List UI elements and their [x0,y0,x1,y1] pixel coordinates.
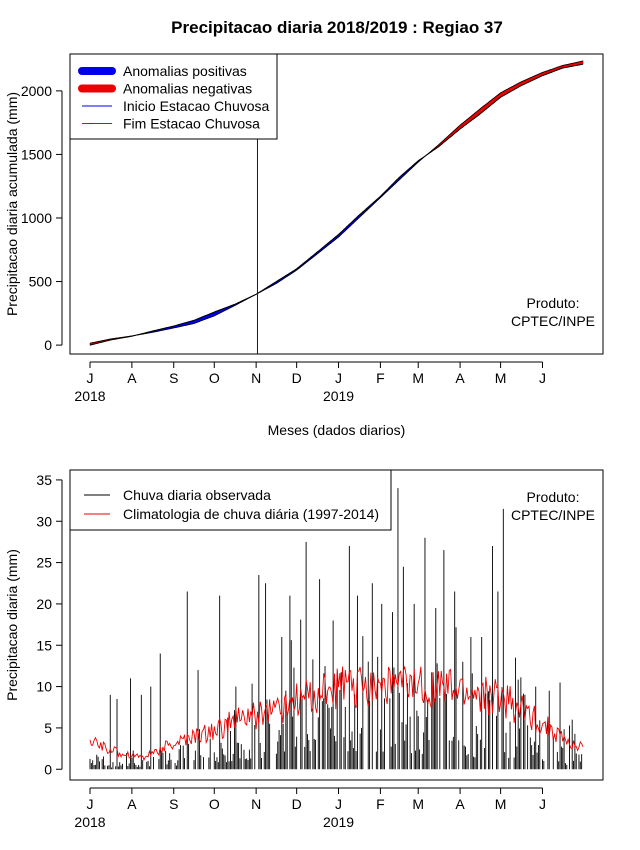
legend-label: Anomalias negativas [123,81,252,97]
p2-y-tick-label: 0 [44,761,52,777]
p2-x-month-label: J [87,796,94,812]
p2-x-year-label: 2019 [323,814,354,830]
p1-plot-frame [69,53,604,355]
p1-x-year-label: 2018 [74,388,105,404]
p2-x-year-label: 2018 [74,814,105,830]
cumulative-legend: Anomalias positivas Anomalias negativasIn… [69,53,278,140]
p2-x-month-label: D [292,796,302,812]
p1-y-tick-label: 1000 [21,210,52,226]
p2-x-month-label: A [127,796,137,812]
legend-label: Anomalias positivas [123,63,247,79]
product-source: CPTEC/INPE [511,507,595,523]
daily-legend: Chuva diaria observada Climatologia de ch… [69,469,392,531]
p1-x-month-label: D [292,370,302,386]
p2-y-tick-label: 35 [36,472,52,488]
p1-y-tick-label: 0 [44,337,52,353]
observed-cumulative-line [89,63,584,346]
p2-x-month-label: A [455,796,465,812]
p1-x-year-label: 2019 [323,388,354,404]
p1-x-month-label: S [169,370,178,386]
figure-title: Precipitacao diaria 2018/2019 : Regiao 3… [171,18,503,37]
p1-x-axis-title: Meses (dados diarios) [268,422,406,438]
p2-x-month-label: O [209,796,220,812]
p1-x-month-label: A [127,370,137,386]
p1-x-month-label: J [335,370,342,386]
p1-x-month-label: J [539,370,546,386]
p2-y-tick-label: 10 [36,679,52,695]
climatology-daily-line [89,665,584,762]
p1-x-month-label: F [376,370,385,386]
p2-x-month-label: M [495,796,507,812]
cumulative-precipitation-panel: 0 500 1000 1500 2000 J A S O N D J F M A M J 2018 2019 Mese… [4,53,604,438]
p2-y-tick-label: 5 [44,720,52,736]
p2-x-month-label: S [169,796,178,812]
product-source: CPTEC/INPE [511,313,595,329]
daily-precipitation-panel: 0 5 10 15 20 25 30 35 J A S O N D J F M A M J 2018 2019 Meses … [4,469,604,850]
p1-x-month-label: N [251,370,261,386]
p2-x-month-label: J [539,796,546,812]
legend-box [69,469,392,531]
p1-y-tick-label: 500 [29,274,53,290]
legend-label: Inicio Estacao Chuvosa [123,98,270,114]
p1-x-month-label: A [455,370,465,386]
p2-y-tick-label: 30 [36,513,52,529]
p1-x-month-label: M [495,370,507,386]
p2-x-month-label: N [251,796,261,812]
p1-y-tick-label: 1500 [21,146,52,162]
legend-label: Fim Estacao Chuvosa [123,116,260,132]
climatology-cumulative-line [89,60,584,344]
p2-y-tick-label: 15 [36,637,52,653]
product-label: Produto: [527,489,580,505]
p2-x-axis-title: Meses (dados diarios) [268,848,406,850]
p1-y-tick-label: 2000 [21,83,52,99]
p2-x-month-label: F [376,796,385,812]
p1-y-axis-title: Precipitacao diaria acumulada (mm) [4,92,20,316]
p1-x-month-label: J [87,370,94,386]
p2-y-tick-label: 25 [36,555,52,571]
p2-y-axis-title: Precipitacao diaria (mm) [4,549,20,701]
legend-label: Chuva diaria observada [123,487,271,503]
p2-x-month-label: J [335,796,342,812]
product-label: Produto: [527,295,580,311]
p2-y-tick-label: 20 [36,596,52,612]
p1-x-month-label: M [412,370,424,386]
p2-x-month-label: M [412,796,424,812]
legend-label: Climatologia de chuva diária (1997-2014) [123,506,379,522]
p1-x-month-label: O [209,370,220,386]
